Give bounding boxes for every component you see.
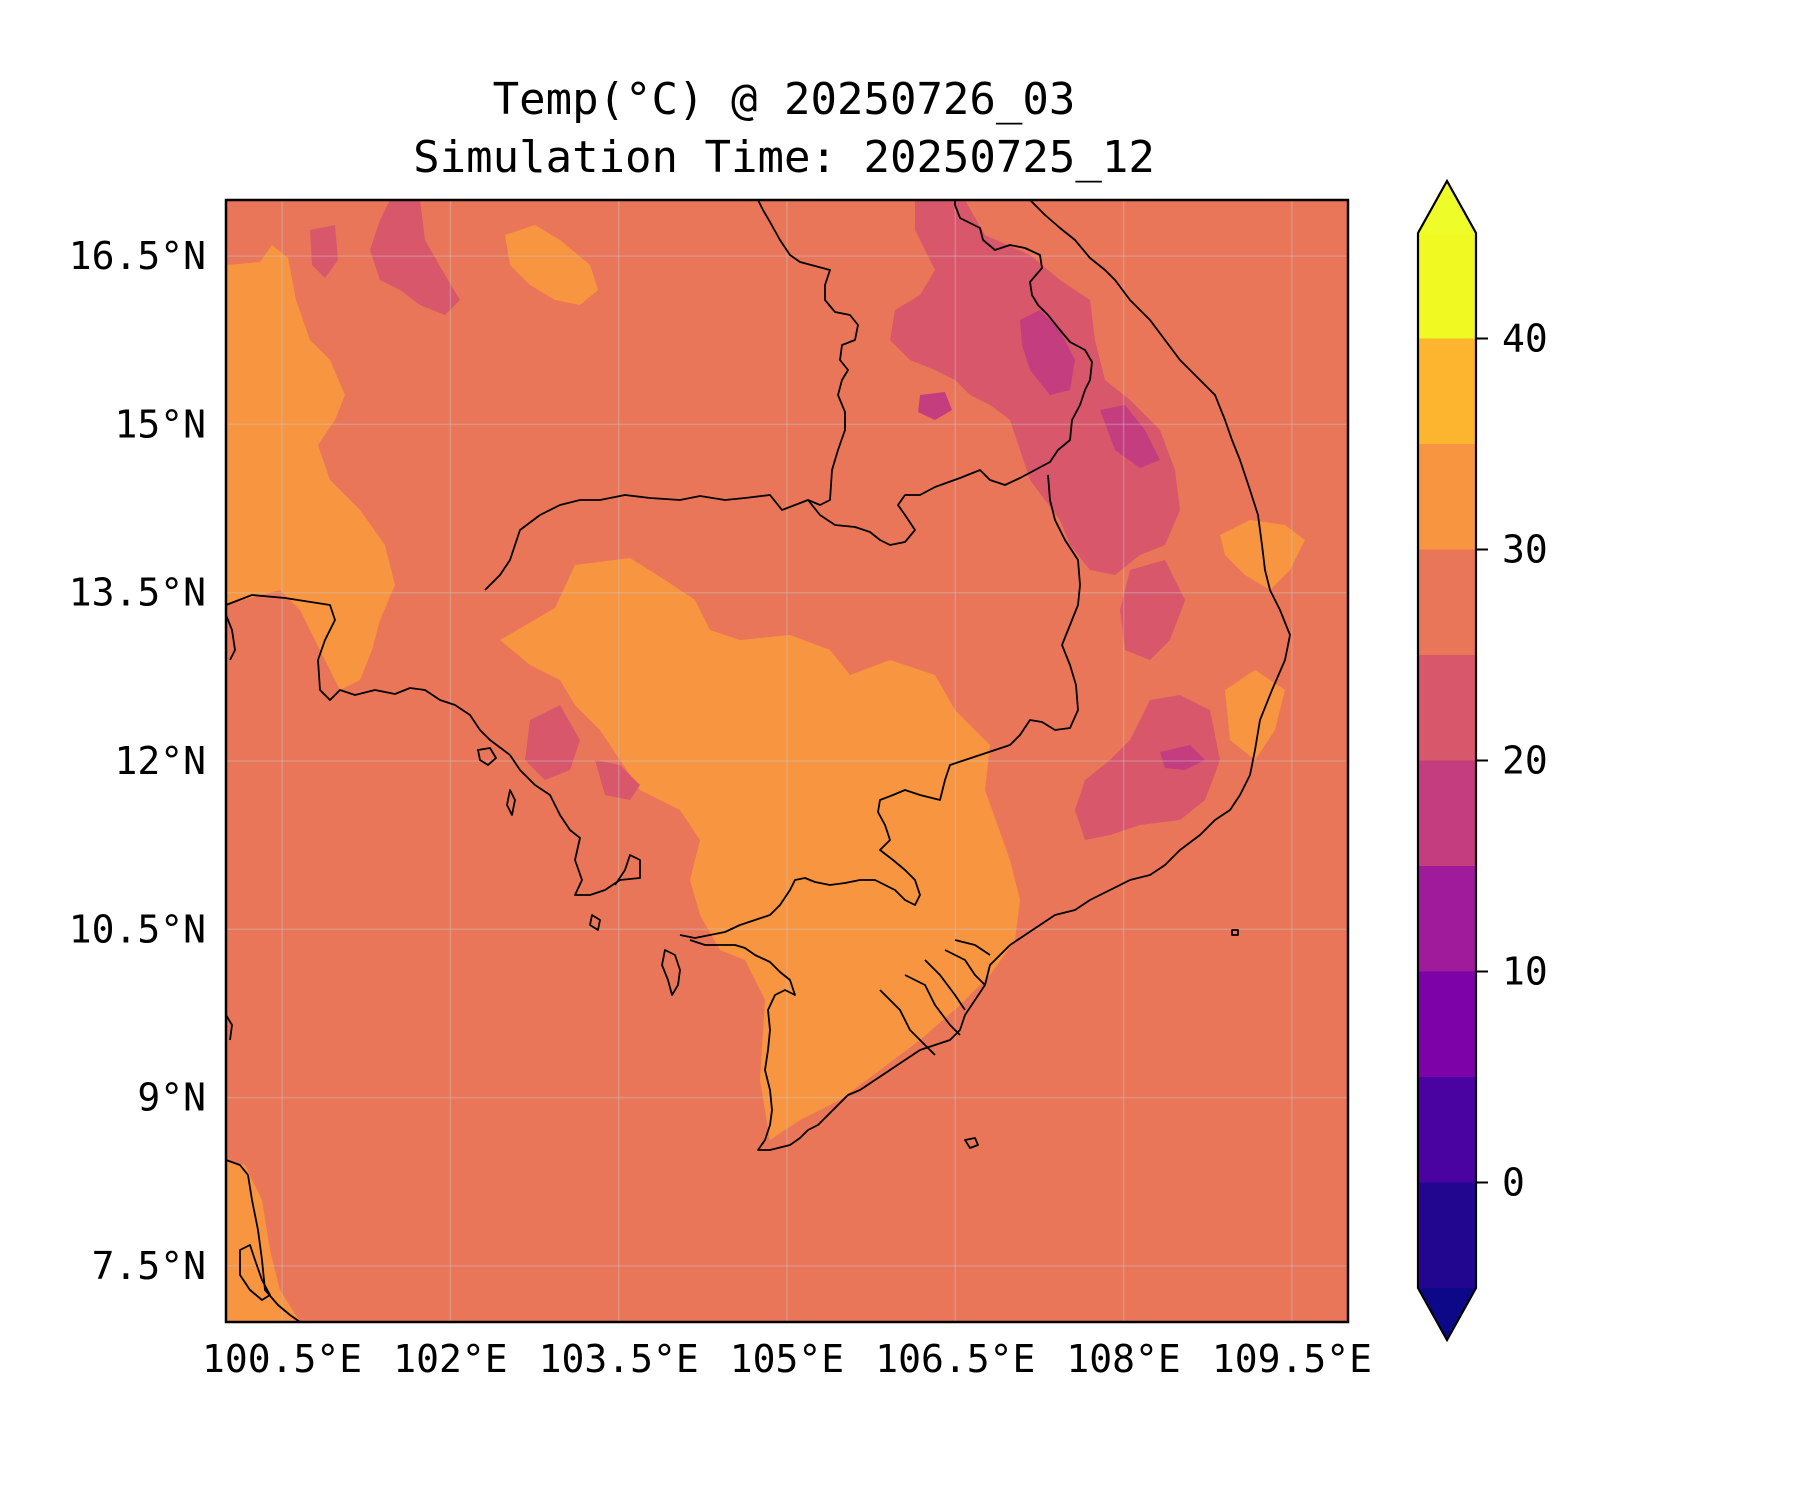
colorbar-outline — [1416, 178, 1478, 1343]
cool-region-northwest — [310, 225, 338, 278]
colorbar-segment-8 — [1418, 338, 1476, 444]
colorbar-segment-6 — [1418, 549, 1476, 655]
thailand-cambodia-border — [484, 200, 859, 591]
map-title: Temp(°C) @ 20250726_03 — [492, 74, 1076, 125]
lat-tick-label-5: 9°N — [137, 1076, 206, 1120]
lat-tick-label-3: 12°N — [114, 739, 206, 783]
colorbar-over-extend — [1418, 181, 1476, 233]
cool-region-southwest-cambodia — [525, 705, 640, 800]
colorbar-tick-label-2: 20 — [1502, 739, 1548, 783]
colorbar-under-extend — [1418, 1288, 1476, 1340]
temperature-contours — [226, 200, 1305, 1322]
cool-spot-highlands-1 — [1020, 310, 1075, 395]
warm-region-central-cambodia — [500, 558, 1020, 1140]
cool-spot-highlands-4 — [1160, 745, 1205, 770]
map-frame — [224, 198, 1350, 1324]
map-subtitle: Simulation Time: 20250725_12 — [413, 132, 1155, 183]
colorbar-tick-label-1: 10 — [1502, 950, 1548, 994]
colorbar-tick-label-3: 30 — [1502, 528, 1548, 572]
cool-region-vietnam-highlands-south — [1075, 560, 1220, 840]
coastlines-and-borders — [226, 200, 1291, 1322]
lat-tick-label-4: 10.5°N — [69, 907, 206, 951]
map-gridlines — [226, 200, 1348, 1322]
colorbar-segment-2 — [1418, 971, 1476, 1077]
lon-tick-label-0: 100.5°E — [202, 1337, 362, 1381]
colorbar-segment-9 — [1418, 233, 1476, 339]
mekong-delta-channels — [879, 939, 991, 1056]
lat-tick-label-0: 16.5°N — [69, 234, 206, 278]
colorbar-segment-3 — [1418, 866, 1476, 972]
colorbar-segment-4 — [1418, 760, 1476, 866]
cambodia-laos-border — [807, 200, 1093, 546]
lon-tick-label-1: 102°E — [393, 1337, 507, 1381]
vietnam-east-coast — [1009, 200, 1291, 946]
phu-quoc-island — [661, 949, 681, 996]
con-dao-island — [964, 1137, 979, 1149]
colorbar-segment-7 — [1418, 444, 1476, 550]
longitude-axis: 100.5°E 102°E 103.5°E 105°E 106.5°E 108°E 109.… — [202, 1337, 1372, 1381]
cool-region-north-laos — [370, 200, 460, 315]
lat-tick-label-2: 13.5°N — [69, 571, 206, 615]
cool-spot-highlands-2 — [1100, 405, 1160, 468]
gulf-of-thailand-coast — [509, 754, 641, 896]
lat-tick-label-6: 7.5°N — [92, 1244, 206, 1288]
myanmar-coast-west — [226, 614, 236, 1041]
cool-region-vietnam-highlands-north — [890, 200, 1180, 575]
colorbar-tick-label-0: 0 — [1502, 1161, 1525, 1205]
warm-region-west-thailand — [226, 245, 395, 690]
lon-tick-label-5: 108°E — [1066, 1337, 1180, 1381]
colorbar-segment-0 — [1418, 1182, 1476, 1288]
offshore-islet — [1231, 929, 1239, 936]
colorbar-segment-5 — [1418, 655, 1476, 761]
mekong-delta-coast — [689, 939, 1011, 1151]
lon-tick-label-3: 105°E — [730, 1337, 844, 1381]
colorbar-segment-1 — [1418, 1077, 1476, 1183]
warm-region-north-thailand — [505, 225, 598, 305]
lon-tick-label-2: 103.5°E — [539, 1337, 699, 1381]
colorbar: 0 10 20 30 40 — [1416, 178, 1548, 1343]
cool-spot-highlands-3 — [918, 392, 952, 420]
lat-tick-label-1: 15°N — [114, 402, 206, 446]
latitude-axis: 16.5°N 15°N 13.5°N 12°N 10.5°N 9°N 7.5°N — [69, 234, 206, 1288]
colorbar-tick-label-4: 40 — [1502, 317, 1548, 361]
cambodia-vietnam-border — [679, 474, 1081, 939]
malay-peninsula-coast — [226, 1159, 301, 1322]
thailand-islands — [477, 747, 601, 931]
lon-tick-label-4: 106.5°E — [875, 1337, 1035, 1381]
thailand-myanmar-border — [226, 594, 511, 756]
lon-tick-label-6: 109.5°E — [1212, 1337, 1372, 1381]
warm-region-southeast-coast — [1225, 670, 1285, 760]
